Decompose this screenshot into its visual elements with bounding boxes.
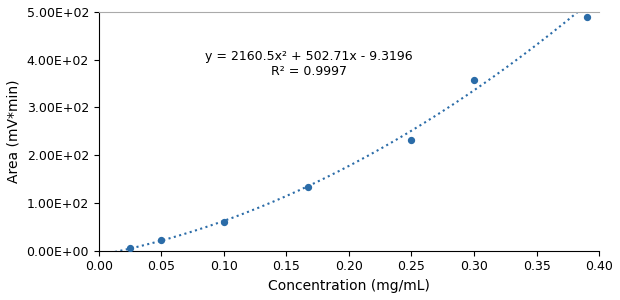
Point [219,220,229,224]
Point [303,185,312,190]
Text: y = 2160.5x² + 502.71x - 9.3196
R² = 0.9997: y = 2160.5x² + 502.71x - 9.3196 R² = 0.9… [205,50,413,79]
Point [407,138,417,142]
Y-axis label: Area (mV*min): Area (mV*min) [7,80,21,183]
Point [156,237,166,242]
X-axis label: Concentration (mg/mL): Concentration (mg/mL) [268,279,430,293]
Point [469,77,479,82]
Point [582,14,591,19]
Point [125,245,135,250]
